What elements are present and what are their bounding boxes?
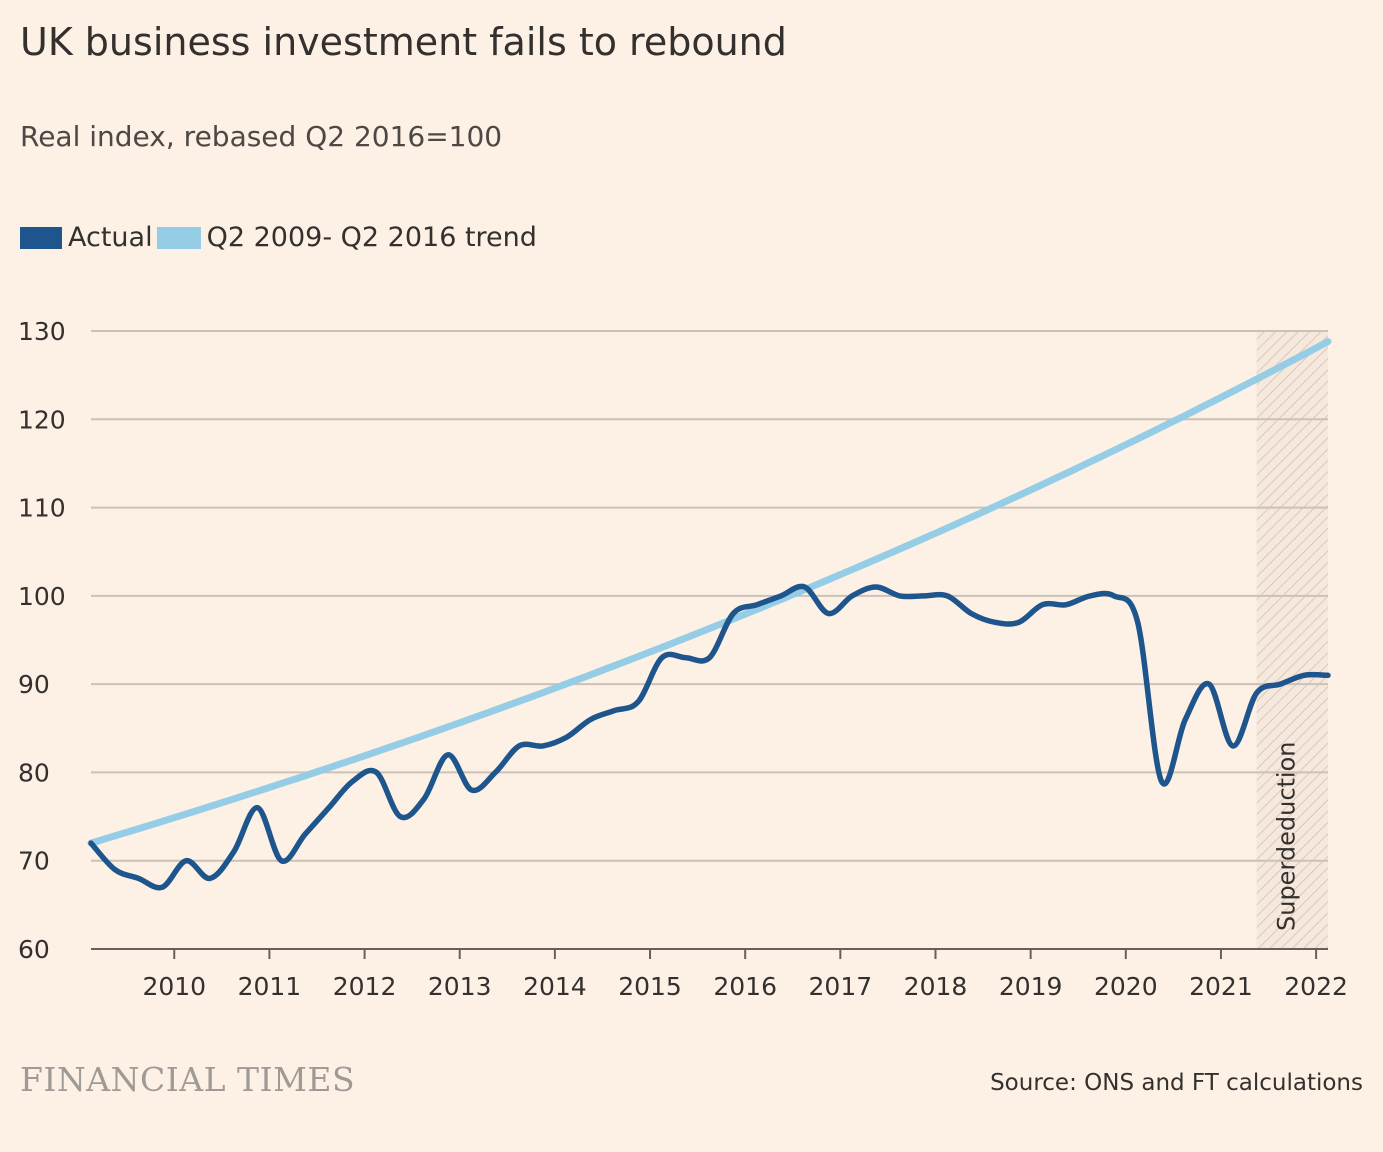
x-tick-label: 2021 (1189, 972, 1253, 1001)
y-tick-label: 130 (18, 317, 66, 346)
x-tick-label: 2013 (428, 972, 492, 1001)
chart-subtitle: Real index, rebased Q2 2016=100 (20, 120, 503, 153)
source-note: Source: ONS and FT calculations (990, 1070, 1363, 1096)
legend-swatch-trend (156, 226, 201, 249)
legend-item-trend: Q2 2009- Q2 2016 trend (153, 222, 537, 253)
actual-line (88, 583, 1331, 891)
y-tick-label: 90 (18, 670, 50, 699)
legend-item-actual: Actual (20, 222, 153, 253)
y-tick-label: 110 (18, 494, 66, 523)
y-tick-label: 70 (18, 847, 50, 876)
x-tick-label: 2015 (618, 972, 682, 1001)
x-tick-label: 2014 (523, 972, 587, 1001)
x-tick-label: 2018 (904, 972, 968, 1001)
x-tick-label: 2020 (1094, 972, 1158, 1001)
trend-line (87, 338, 1332, 847)
chart-legend: Actual Q2 2009- Q2 2016 trend (20, 222, 537, 253)
x-tick-label: 2011 (238, 972, 302, 1001)
y-tick-label: 100 (18, 582, 66, 611)
ft-logo: FINANCIAL TIMES (20, 1060, 356, 1099)
x-tick-label: 2016 (713, 972, 777, 1001)
x-tick-label: 2017 (809, 972, 873, 1001)
legend-label-actual: Actual (68, 222, 153, 253)
x-tick-label: 2010 (142, 972, 206, 1001)
y-tick-label: 80 (18, 758, 50, 787)
superdeduction-label: Superdeduction (1272, 741, 1300, 931)
chart-title: UK business investment fails to rebound (20, 20, 787, 64)
x-tick-label: 2019 (999, 972, 1063, 1001)
x-tick-label: 2022 (1284, 972, 1348, 1001)
legend-swatch-actual (20, 226, 62, 249)
superdeduction-region (1256, 331, 1328, 949)
legend-label-trend: Q2 2009- Q2 2016 trend (206, 222, 537, 253)
y-tick-label: 60 (18, 935, 50, 964)
x-tick-label: 2012 (333, 972, 397, 1001)
y-tick-label: 120 (18, 405, 66, 434)
